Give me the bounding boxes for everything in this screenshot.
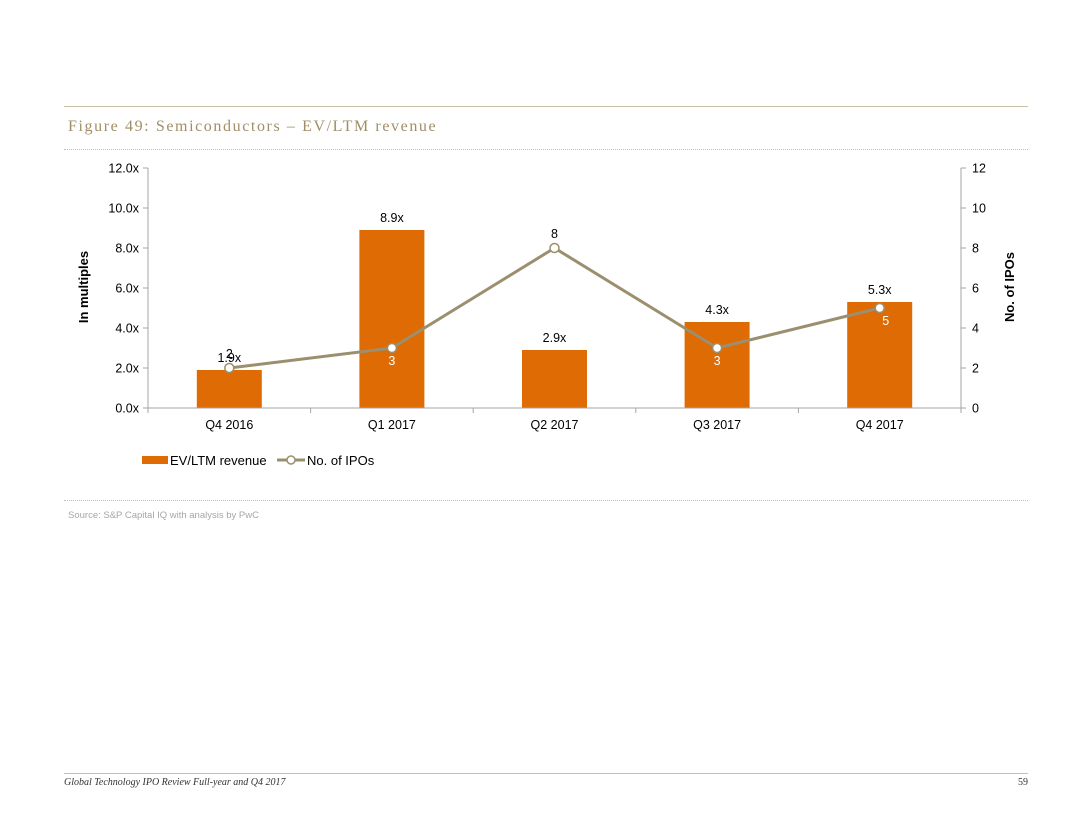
y-tick-label: 2.0x xyxy=(115,362,139,376)
y2-tick-label: 12 xyxy=(972,162,986,176)
legend-line-label: No. of IPOs xyxy=(307,453,375,468)
ipo-marker xyxy=(549,242,560,254)
y2-axis-title: No. of IPOs xyxy=(1002,252,1017,322)
ipo-data-label: 3 xyxy=(714,354,721,368)
footer-report-title: Global Technology IPO Review Full-year a… xyxy=(64,777,286,788)
footer-page-number: 59 xyxy=(1018,777,1028,788)
y2-tick-label: 2 xyxy=(972,362,979,376)
chart: 0.0x 2.0x 4.0x 6.0x 8.0x 10.0x 12.0x 0 2 4 6 8 10 12 Q… xyxy=(76,162,1017,469)
x-tick-label: Q3 2017 xyxy=(693,418,741,432)
bar xyxy=(196,370,262,408)
ipo-data-label: 2 xyxy=(226,347,233,361)
y2-tick-label: 0 xyxy=(972,402,979,416)
line-series xyxy=(224,242,885,374)
bar-data-label: 2.9x xyxy=(543,331,567,345)
footer-rule xyxy=(64,773,1028,774)
ipo-data-label: 5 xyxy=(882,314,889,328)
bar xyxy=(522,350,587,408)
legend-line-marker xyxy=(286,455,296,465)
y2-tick-label: 8 xyxy=(972,242,979,256)
title-underline xyxy=(64,149,1028,150)
data-labels: 1.9x 8.9x 2.9x 4.3x 5.3x 2 3 8 3 5 xyxy=(217,211,892,368)
y-tick-label: 4.0x xyxy=(115,322,139,336)
x-tick-label: Q1 2017 xyxy=(368,418,416,432)
ipo-data-label: 8 xyxy=(551,227,558,241)
bar xyxy=(847,302,913,408)
y2-tick-label: 6 xyxy=(972,282,979,296)
ipo-marker xyxy=(386,342,398,354)
legend: EV/LTM revenue No. of IPOs xyxy=(142,453,375,468)
y-axis-title: In multiples xyxy=(76,251,91,323)
bar-data-label: 5.3x xyxy=(868,283,892,297)
bar-series xyxy=(196,230,913,408)
legend-bar-label: EV/LTM revenue xyxy=(170,453,267,468)
y-tick-label: 10.0x xyxy=(108,202,139,216)
bar-data-label: 1.9x xyxy=(217,351,241,365)
figure-title: Figure 49: Semiconductors – EV/LTM reven… xyxy=(68,118,438,135)
x-tick-label: Q4 2017 xyxy=(856,418,904,432)
chart-axes: 0.0x 2.0x 4.0x 6.0x 8.0x 10.0x 12.0x 0 2 4 6 8 10 12 Q… xyxy=(108,162,986,433)
ipo-marker xyxy=(711,342,723,354)
chart-bottom-rule xyxy=(64,500,1028,501)
ipo-data-label: 3 xyxy=(388,354,395,368)
y-tick-label: 8.0x xyxy=(115,242,139,256)
y-tick-label: 6.0x xyxy=(115,282,139,296)
y2-tick-label: 4 xyxy=(972,322,979,336)
top-rule xyxy=(64,106,1028,107)
y2-tick-label: 10 xyxy=(972,202,986,216)
x-tick-label: Q2 2017 xyxy=(531,418,579,432)
legend-bar-swatch xyxy=(142,456,168,464)
x-tick-label: Q4 2016 xyxy=(205,418,253,432)
bar-data-label: 4.3x xyxy=(705,303,729,317)
ipo-marker xyxy=(224,362,235,374)
source-note: Source: S&P Capital IQ with analysis by … xyxy=(68,510,259,521)
bar-data-label: 8.9x xyxy=(380,211,404,225)
ipo-marker xyxy=(874,302,885,314)
y-tick-label: 12.0x xyxy=(108,162,139,176)
bar xyxy=(359,230,425,408)
y-tick-label: 0.0x xyxy=(115,402,139,416)
